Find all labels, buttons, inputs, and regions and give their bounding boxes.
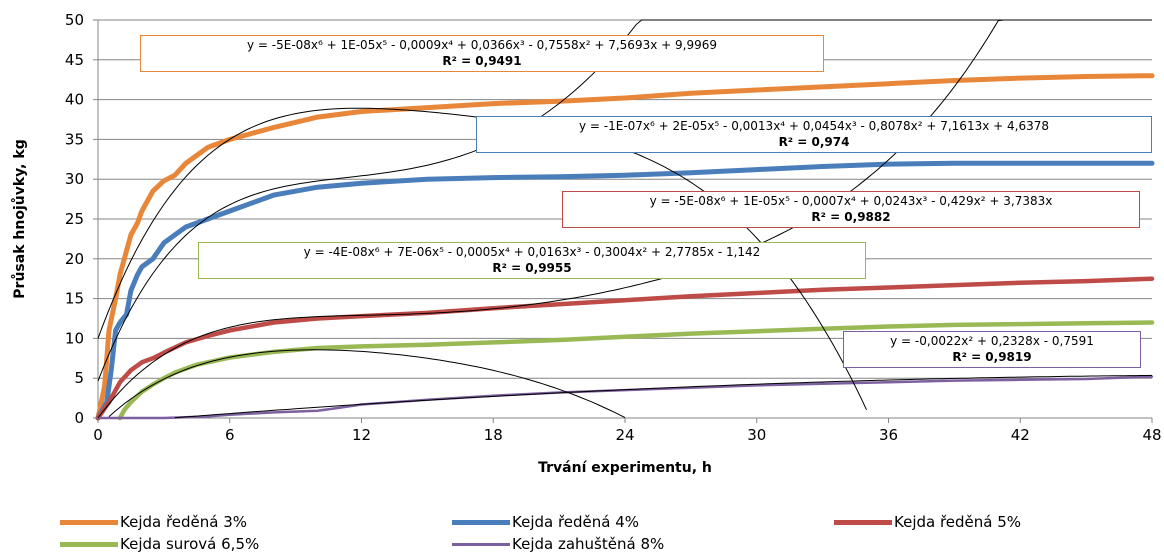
x-tick-label: 30 <box>747 426 766 444</box>
series-line-5 <box>96 375 1154 420</box>
x-tick-label: 48 <box>1142 426 1161 444</box>
legend-swatch <box>452 519 510 525</box>
y-tick-label: 40 <box>65 91 84 109</box>
legend-label: Kejda ředěná 4% <box>512 513 640 531</box>
series-line-3 <box>95 276 1155 421</box>
r-squared-text: R² = 0,9882 <box>811 210 891 224</box>
equation-text: y = -0,0022x² + 0,2328x - 0,7591 <box>890 334 1094 348</box>
legend: Kejda ředěná 3% Kejda ředěná 4% Kejda ře… <box>60 508 1160 554</box>
legend-label: Kejda ředěná 3% <box>120 513 248 531</box>
series-line-2 <box>95 160 1155 421</box>
equation-box-series-5: y = -0,0022x² + 0,2328x - 0,7591 R² = 0,… <box>843 331 1141 368</box>
y-tick-label: 0 <box>74 409 84 427</box>
series-line-1 <box>95 73 1155 421</box>
x-tick-label: 42 <box>1011 426 1030 444</box>
x-tick-labels: 0 6 12 18 24 30 36 42 48 <box>93 426 1161 444</box>
legend-label: Kejda zahuštěná 8% <box>512 535 665 553</box>
r-squared-text: R² = 0,9491 <box>442 54 522 68</box>
legend-swatch <box>834 519 892 525</box>
r-squared-text: R² = 0,974 <box>778 135 850 149</box>
x-tick-label: 0 <box>93 426 103 444</box>
y-tick-label: 30 <box>65 170 84 188</box>
legend-swatch <box>60 541 118 547</box>
x-axis-title: Trvání experimentu, h <box>538 460 712 476</box>
y-tick-label: 20 <box>65 250 84 268</box>
equation-text: y = -5E-08x⁶ + 1E-05x⁵ - 0,0007x⁴ + 0,02… <box>649 194 1053 208</box>
r-squared-text: R² = 0,9819 <box>952 350 1032 364</box>
equation-box-series-1: y = -5E-08x⁶ + 1E-05x⁵ - 0,0009x⁴ + 0,03… <box>140 35 824 72</box>
y-tick-label: 15 <box>65 290 84 308</box>
legend-item-series-3: Kejda ředěná 5% <box>834 512 1021 532</box>
legend-swatch <box>60 519 118 525</box>
equation-box-series-3: y = -5E-08x⁶ + 1E-05x⁵ - 0,0007x⁴ + 0,02… <box>562 191 1140 228</box>
y-tick-labels: 0 5 10 15 20 25 30 35 40 45 50 <box>65 11 84 427</box>
x-tick-label: 12 <box>352 426 371 444</box>
y-tick-label: 5 <box>74 369 84 387</box>
x-tick-label: 24 <box>615 426 634 444</box>
y-axis-title: Průsak hnojůvky, kg <box>11 139 28 298</box>
legend-label: Kejda surová 6,5% <box>120 535 260 553</box>
trendline-5 <box>174 374 1153 419</box>
y-tick-label: 35 <box>65 130 84 148</box>
equation-box-series-2: y = -1E-07x⁶ + 2E-05x⁵ - 0,0013x⁴ + 0,04… <box>476 116 1152 153</box>
x-tick-label: 36 <box>879 426 898 444</box>
equation-text: y = -4E-08x⁶ + 7E-06x⁵ - 0,0005x⁴ + 0,01… <box>303 245 761 259</box>
equation-box-series-4: y = -4E-08x⁶ + 7E-06x⁵ - 0,0005x⁴ + 0,01… <box>198 242 866 279</box>
trendline-3 <box>97 19 1152 419</box>
x-tick-label: 18 <box>484 426 503 444</box>
legend-item-series-5: Kejda zahuštěná 8% <box>452 534 664 554</box>
y-tick-label: 45 <box>65 51 84 69</box>
x-tick-label: 6 <box>225 426 235 444</box>
equation-text: y = -1E-07x⁶ + 2E-05x⁵ - 0,0013x⁴ + 0,04… <box>578 119 1049 133</box>
legend-swatch <box>452 542 510 546</box>
y-tick-label: 50 <box>65 11 84 29</box>
legend-item-series-1: Kejda ředěná 3% <box>60 512 247 532</box>
legend-item-series-4: Kejda surová 6,5% <box>60 534 259 554</box>
legend-item-series-2: Kejda ředěná 4% <box>452 512 639 532</box>
y-tick-label: 10 <box>65 329 84 347</box>
axes <box>97 20 1152 419</box>
equation-text: y = -5E-08x⁶ + 1E-05x⁵ - 0,0009x⁴ + 0,03… <box>246 38 717 52</box>
legend-label: Kejda ředěná 5% <box>894 513 1022 531</box>
trendline-4 <box>108 349 626 419</box>
y-tick-label: 25 <box>65 210 84 228</box>
r-squared-text: R² = 0,9955 <box>492 261 572 275</box>
